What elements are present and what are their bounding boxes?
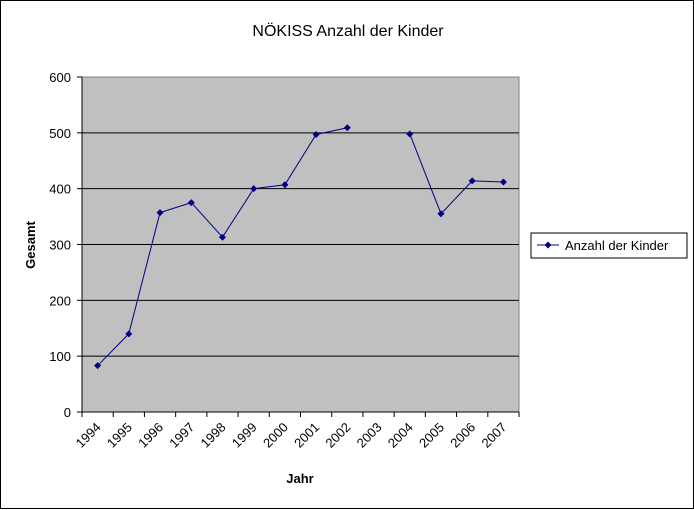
data-point (156, 209, 164, 217)
x-tick-label: 2004 (385, 420, 416, 451)
data-point (406, 130, 414, 138)
x-axis-ticks: 1994 1995 1996 1997 1998 1999 2000 2001 2002 2003… (73, 411, 520, 451)
data-point (125, 330, 133, 338)
y-axis-title: Gesamt (23, 220, 38, 268)
x-tick-label: 2000 (260, 420, 291, 451)
y-tick-label: 100 (49, 349, 71, 364)
x-tick-label: 2006 (447, 420, 478, 451)
x-tick-label: 1995 (104, 420, 135, 451)
x-tick-label: 2005 (416, 420, 447, 451)
y-tick-label: 0 (64, 405, 71, 420)
data-point (312, 131, 320, 139)
y-axis-ticks: 0 100 200 300 400 500 600 (49, 70, 83, 420)
legend-marker (544, 241, 552, 249)
data-point (94, 362, 102, 370)
x-tick-label: 1998 (198, 420, 229, 451)
x-tick-label: 2007 (478, 420, 509, 451)
y-tick-label: 600 (49, 70, 71, 85)
x-tick-label: 1997 (166, 420, 197, 451)
x-tick-label: 2002 (322, 420, 353, 451)
data-point (218, 233, 226, 241)
data-point (187, 199, 195, 207)
data-point (499, 178, 507, 186)
y-tick-label: 400 (49, 182, 71, 197)
gridlines (82, 132, 519, 357)
data-point (468, 177, 476, 185)
y-tick-label: 200 (49, 293, 71, 308)
data-point (250, 185, 258, 193)
legend-label: Anzahl der Kinder (565, 238, 669, 253)
x-tick-label: 2003 (354, 420, 385, 451)
data-point (281, 181, 289, 189)
series-group (94, 124, 507, 370)
x-axis-title: Jahr (286, 471, 313, 486)
x-tick-label: 1996 (135, 420, 166, 451)
legend: Anzahl der Kinder (530, 232, 688, 259)
x-tick-label: 2001 (291, 420, 322, 451)
data-point (437, 210, 445, 218)
y-tick-label: 300 (49, 238, 71, 253)
y-tick-label: 500 (49, 126, 71, 141)
data-point (343, 124, 351, 132)
x-tick-label: 1994 (73, 420, 104, 451)
chart-title: NÖKISS Anzahl der Kinder (252, 22, 444, 40)
x-tick-label: 1999 (229, 420, 260, 451)
